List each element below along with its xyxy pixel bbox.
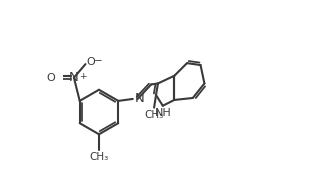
Text: N: N xyxy=(69,71,79,84)
Text: −: − xyxy=(93,56,102,66)
Text: O: O xyxy=(87,57,95,67)
Text: CH₃: CH₃ xyxy=(89,152,109,162)
Text: +: + xyxy=(79,72,87,81)
Text: NH: NH xyxy=(155,108,171,118)
Text: O: O xyxy=(47,73,56,83)
Text: N: N xyxy=(135,92,145,105)
Text: CH₃: CH₃ xyxy=(144,110,164,120)
